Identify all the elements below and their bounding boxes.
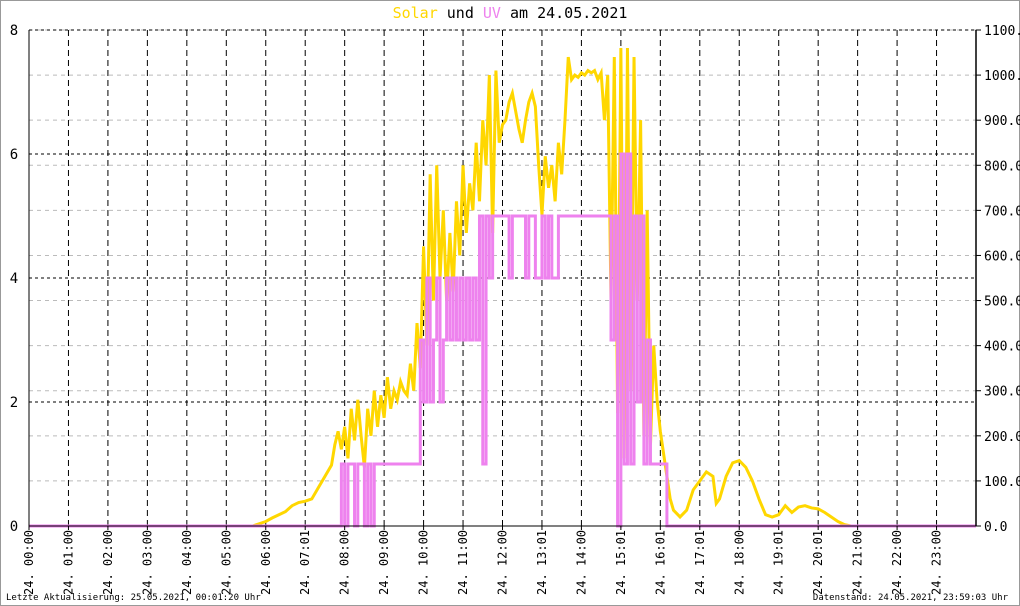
right-tick-label: 600.0 bbox=[984, 249, 1020, 264]
x-tick-label: 24. 16:01 bbox=[653, 530, 667, 595]
x-tick-label: 24. 02:00 bbox=[101, 530, 115, 595]
x-tick-label: 24. 05:00 bbox=[219, 530, 233, 595]
x-tick-label: 24. 22:00 bbox=[890, 530, 904, 595]
data-state-text: Datenstand: 24.05.2021, 23:59:03 Uhr bbox=[812, 593, 1008, 603]
title-und: und bbox=[437, 4, 483, 22]
right-tick-label: 500.0 bbox=[984, 295, 1020, 310]
x-tick-label: 24. 23:00 bbox=[930, 530, 944, 595]
left-tick-label: 6 bbox=[10, 147, 18, 163]
x-tick-label: 24. 14:00 bbox=[574, 530, 588, 595]
x-tick-label: 24. 18:00 bbox=[732, 530, 746, 595]
right-tick-label: 700.0 bbox=[984, 204, 1020, 219]
right-tick-label: 200.0 bbox=[984, 430, 1020, 445]
x-tick-label: 24. 00:00 bbox=[22, 530, 36, 595]
x-tick-label: 24. 12:00 bbox=[496, 530, 510, 595]
x-tick-label: 24. 06:00 bbox=[259, 530, 273, 595]
title-uv: UV bbox=[482, 4, 501, 22]
right-tick-label: 400.0 bbox=[984, 340, 1020, 355]
right-tick-label: 300.0 bbox=[984, 385, 1020, 400]
x-tick-label: 24. 07:01 bbox=[298, 530, 312, 595]
x-tick-label: 24. 08:00 bbox=[338, 530, 352, 595]
title-solar: Solar bbox=[392, 4, 438, 22]
grid bbox=[29, 29, 976, 526]
left-tick-label: 8 bbox=[10, 23, 18, 39]
x-tick-label: 24. 09:00 bbox=[377, 530, 391, 595]
chart-title: Solar und UV am 24.05.2021 bbox=[0, 4, 1020, 22]
x-tick-label: 24. 20:01 bbox=[811, 530, 825, 595]
right-tick-label: 1000.0 bbox=[984, 69, 1020, 84]
x-tick-label: 24. 10:00 bbox=[417, 530, 431, 595]
x-tick-label: 24. 04:00 bbox=[180, 530, 194, 595]
x-tick-label: 24. 13:01 bbox=[535, 530, 549, 595]
title-date: am 24.05.2021 bbox=[500, 4, 628, 22]
left-tick-label: 4 bbox=[10, 271, 18, 287]
x-tick-label: 24. 11:00 bbox=[456, 530, 470, 595]
right-tick-label: 100.0 bbox=[984, 475, 1020, 490]
x-tick-label: 24. 21:00 bbox=[851, 530, 865, 595]
x-tick-label: 24. 17:01 bbox=[693, 530, 707, 595]
last-update-text: Letzte Aktualisierung: 25.05.2021, 00:01… bbox=[6, 593, 261, 603]
right-tick-label: 800.0 bbox=[984, 159, 1020, 174]
series-line-solar bbox=[29, 48, 976, 528]
axes: 0.0100.0200.0300.0400.0500.0600.0700.080… bbox=[10, 23, 1020, 595]
x-tick-label: 24. 03:00 bbox=[140, 530, 154, 595]
right-tick-label: 1100.0 bbox=[984, 24, 1020, 39]
left-tick-label: 2 bbox=[10, 395, 18, 411]
left-tick-label: 0 bbox=[10, 519, 18, 535]
x-tick-label: 24. 19:01 bbox=[772, 530, 786, 595]
x-tick-label: 24. 15:01 bbox=[614, 530, 628, 595]
right-tick-label: 900.0 bbox=[984, 114, 1020, 129]
series-layer bbox=[29, 48, 976, 528]
x-tick-label: 24. 01:00 bbox=[61, 530, 75, 595]
right-tick-label: 0.0 bbox=[984, 520, 1007, 535]
series-line-uv bbox=[29, 152, 976, 528]
